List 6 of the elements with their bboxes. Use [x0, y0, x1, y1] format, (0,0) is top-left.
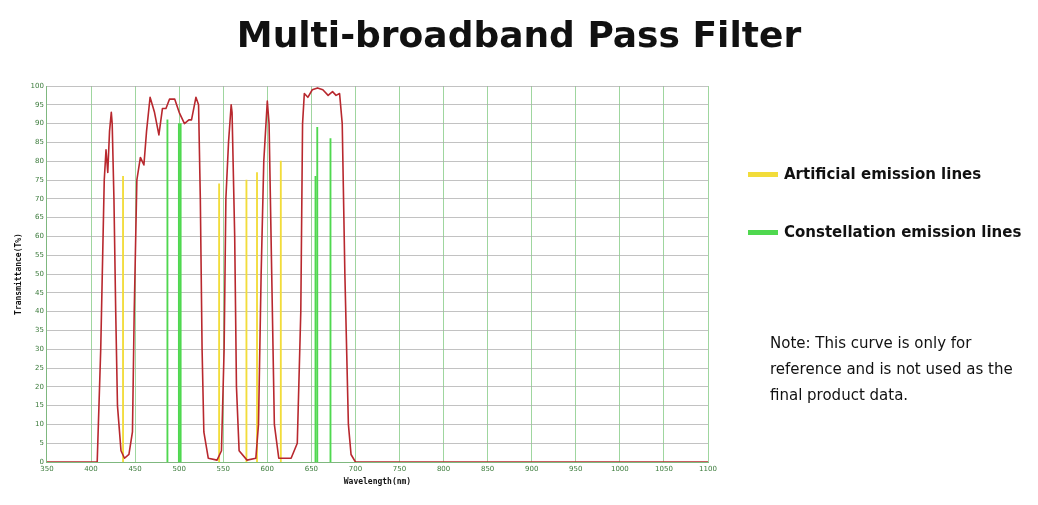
text: Note: This curve is only for reference and is not used as the final product data. [770, 333, 1014, 406]
chart-title: Multi-broadband Pass Filter [235, 14, 803, 55]
legend-label: Constellation emission lines [784, 223, 1022, 241]
legend-label: Artificial emission lines [784, 165, 982, 183]
x-axis-title: Wavelength(nm) [343, 477, 412, 487]
y-axis-title: Transmittance(T%) [12, 233, 23, 315]
